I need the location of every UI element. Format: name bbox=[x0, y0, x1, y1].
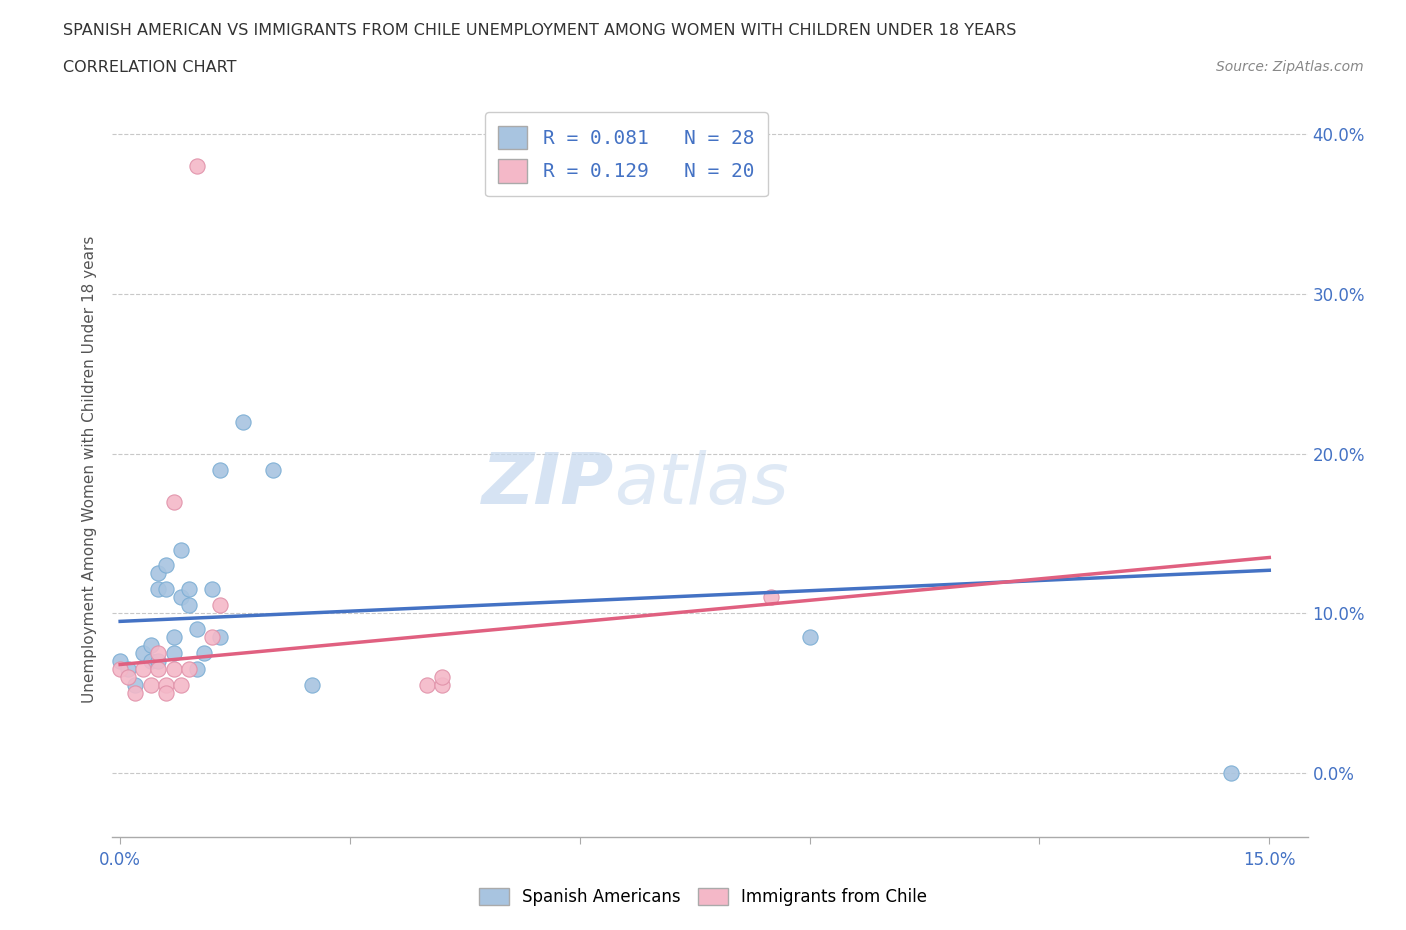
Point bbox=[201, 582, 224, 597]
Legend: R = 0.081   N = 28, R = 0.129   N = 20: R = 0.081 N = 28, R = 0.129 N = 20 bbox=[485, 112, 768, 196]
Point bbox=[163, 645, 186, 660]
Point bbox=[170, 590, 193, 604]
Point bbox=[139, 678, 162, 693]
Point bbox=[124, 678, 146, 693]
Point bbox=[148, 645, 170, 660]
Point bbox=[108, 662, 131, 677]
Text: ZIP: ZIP bbox=[482, 450, 614, 519]
Point bbox=[163, 662, 186, 677]
Point bbox=[139, 654, 162, 669]
Point bbox=[208, 598, 231, 613]
Legend: Spanish Americans, Immigrants from Chile: Spanish Americans, Immigrants from Chile bbox=[472, 881, 934, 912]
Text: atlas: atlas bbox=[614, 450, 789, 519]
Point bbox=[301, 678, 323, 693]
Point bbox=[193, 645, 215, 660]
Point bbox=[108, 654, 131, 669]
Point bbox=[799, 630, 821, 644]
Point bbox=[170, 542, 193, 557]
Text: Source: ZipAtlas.com: Source: ZipAtlas.com bbox=[1216, 60, 1364, 74]
Point bbox=[148, 566, 170, 581]
Point bbox=[415, 678, 437, 693]
Point bbox=[177, 582, 200, 597]
Point bbox=[186, 662, 208, 677]
Point bbox=[139, 638, 162, 653]
Point bbox=[132, 645, 155, 660]
Point bbox=[117, 670, 139, 684]
Point bbox=[232, 414, 254, 429]
Point bbox=[208, 630, 231, 644]
Point bbox=[430, 670, 453, 684]
Point bbox=[761, 590, 783, 604]
Point bbox=[430, 678, 453, 693]
Y-axis label: Unemployment Among Women with Children Under 18 years: Unemployment Among Women with Children U… bbox=[82, 236, 97, 703]
Point bbox=[155, 582, 177, 597]
Point bbox=[262, 462, 284, 477]
Point bbox=[177, 598, 200, 613]
Point bbox=[148, 654, 170, 669]
Text: CORRELATION CHART: CORRELATION CHART bbox=[63, 60, 236, 75]
Point bbox=[163, 630, 186, 644]
Point bbox=[1220, 765, 1243, 780]
Point bbox=[186, 622, 208, 637]
Point bbox=[148, 582, 170, 597]
Point bbox=[155, 558, 177, 573]
Point bbox=[155, 685, 177, 700]
Point bbox=[148, 662, 170, 677]
Point bbox=[132, 662, 155, 677]
Point bbox=[201, 630, 224, 644]
Point bbox=[186, 159, 208, 174]
Point bbox=[208, 462, 231, 477]
Point bbox=[124, 685, 146, 700]
Point bbox=[117, 662, 139, 677]
Point bbox=[163, 494, 186, 509]
Point bbox=[177, 662, 200, 677]
Text: SPANISH AMERICAN VS IMMIGRANTS FROM CHILE UNEMPLOYMENT AMONG WOMEN WITH CHILDREN: SPANISH AMERICAN VS IMMIGRANTS FROM CHIL… bbox=[63, 23, 1017, 38]
Point bbox=[170, 678, 193, 693]
Point bbox=[155, 678, 177, 693]
